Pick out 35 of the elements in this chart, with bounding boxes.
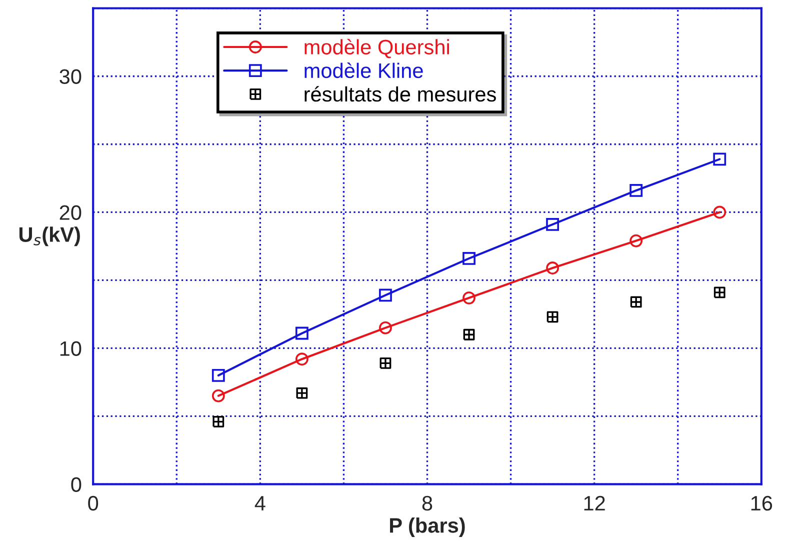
legend-label: modèle Kline <box>304 62 423 78</box>
point <box>296 387 308 399</box>
point <box>546 218 560 231</box>
y-tick-label: 30 <box>60 69 82 84</box>
x-tick-label: 12 <box>584 496 605 510</box>
point <box>713 206 726 219</box>
point <box>212 416 224 428</box>
x-tick-label: 4 <box>254 496 266 510</box>
x-tick-label: 16 <box>751 496 772 511</box>
point <box>380 357 392 369</box>
point <box>630 184 643 197</box>
point <box>379 321 392 334</box>
legend-label: modèle Quershi <box>304 38 449 58</box>
point <box>630 296 642 308</box>
point <box>546 262 560 274</box>
point <box>295 326 308 340</box>
point <box>714 286 726 298</box>
point <box>462 252 476 265</box>
point <box>463 328 475 340</box>
point <box>546 311 558 323</box>
x-tick-label: 8 <box>422 496 432 511</box>
point <box>295 352 308 366</box>
y-tick-label: 0 <box>71 477 82 492</box>
y-tick-label: 20 <box>60 205 82 220</box>
x-axis-title: P (bars) <box>390 518 465 537</box>
point <box>212 368 225 382</box>
x-tick-label: 0 <box>88 496 98 511</box>
point <box>212 389 225 402</box>
point <box>713 152 726 166</box>
point <box>462 291 476 304</box>
point <box>379 288 392 302</box>
y-axis-title: U$_{s}$(kV) <box>19 226 80 246</box>
legend-label: résultats de mesures <box>304 86 496 102</box>
y-tick-label: 10 <box>60 341 82 356</box>
point <box>630 234 643 248</box>
